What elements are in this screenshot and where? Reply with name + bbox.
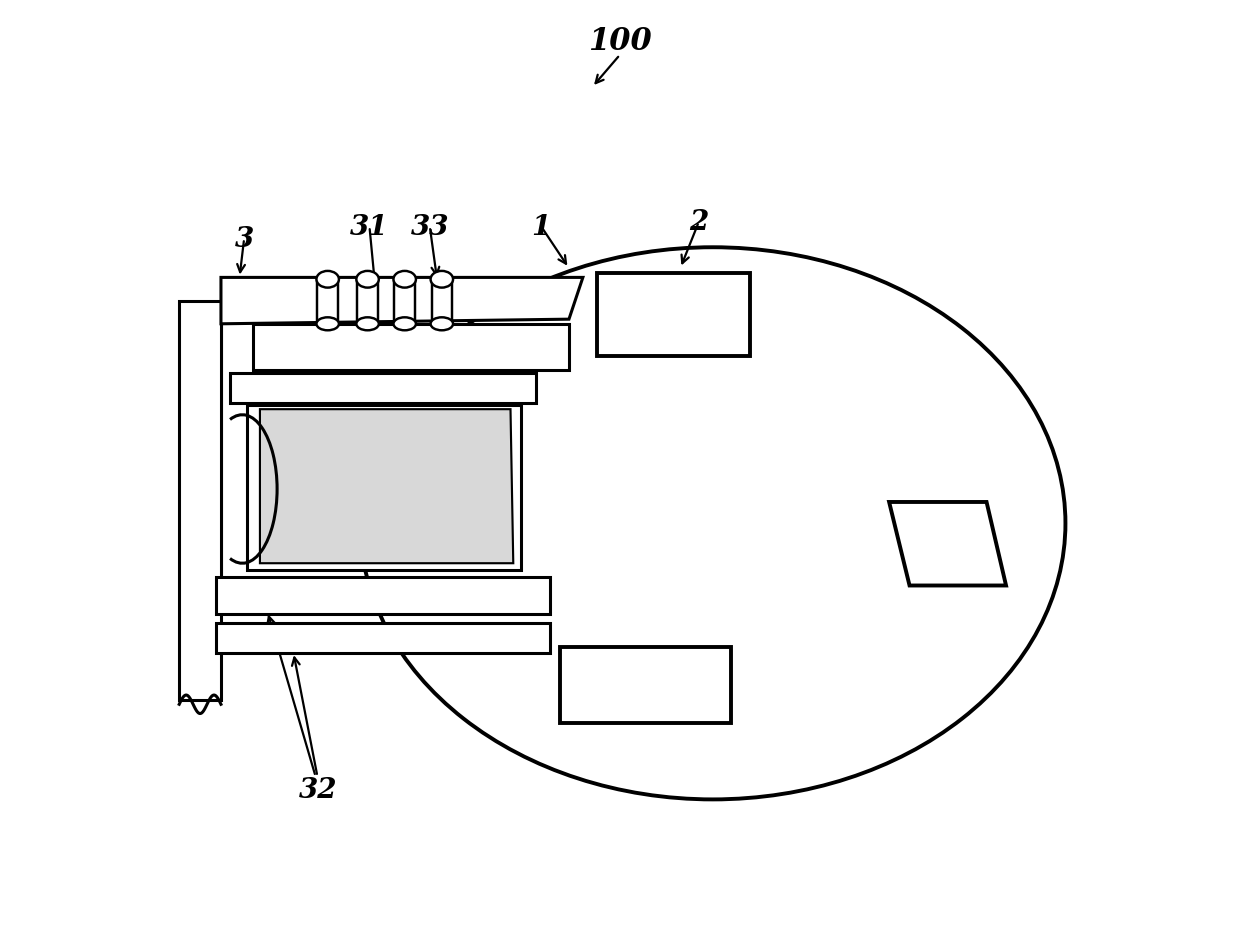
Polygon shape xyxy=(221,278,583,324)
Ellipse shape xyxy=(360,248,1065,799)
Bar xyxy=(596,273,750,357)
Text: 33: 33 xyxy=(410,213,449,241)
Bar xyxy=(394,280,415,324)
Text: 32: 32 xyxy=(299,776,337,804)
Ellipse shape xyxy=(393,272,415,288)
Ellipse shape xyxy=(356,318,378,331)
Bar xyxy=(247,405,521,570)
Ellipse shape xyxy=(316,272,339,288)
Text: 3: 3 xyxy=(234,225,254,253)
Text: 2: 2 xyxy=(689,209,708,236)
Bar xyxy=(180,301,221,700)
Bar xyxy=(317,280,337,324)
Bar xyxy=(216,578,551,615)
Bar xyxy=(357,280,378,324)
Ellipse shape xyxy=(430,318,453,331)
Polygon shape xyxy=(889,502,1006,586)
Bar xyxy=(559,647,732,723)
Text: 31: 31 xyxy=(350,213,388,241)
Polygon shape xyxy=(260,410,513,564)
Ellipse shape xyxy=(430,272,453,288)
Bar xyxy=(253,324,569,371)
Ellipse shape xyxy=(316,318,339,331)
Ellipse shape xyxy=(393,318,415,331)
Bar xyxy=(216,623,551,654)
Bar xyxy=(432,280,453,324)
Text: 100: 100 xyxy=(588,26,652,57)
Ellipse shape xyxy=(356,272,378,288)
Text: 1: 1 xyxy=(532,213,551,241)
Bar xyxy=(231,374,537,403)
